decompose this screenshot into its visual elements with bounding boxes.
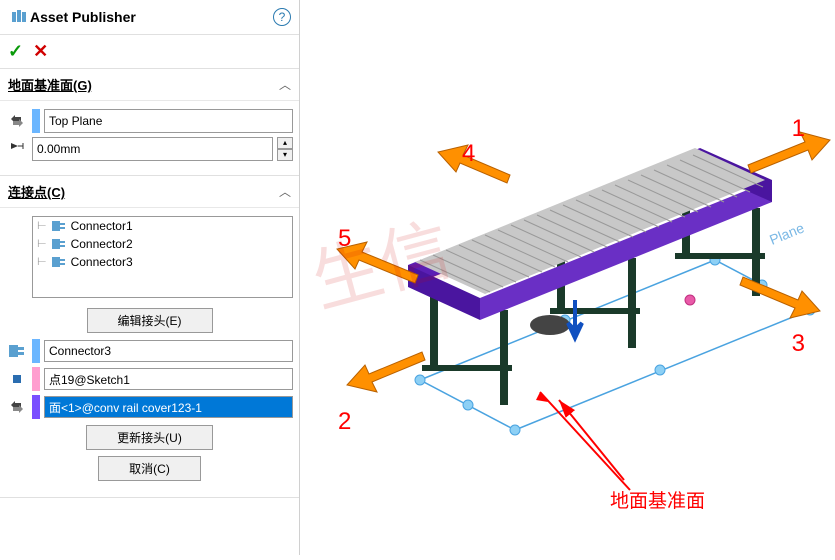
update-connector-button[interactable]: 更新接头(U): [86, 425, 213, 450]
cancel-button[interactable]: ✕: [33, 41, 48, 62]
flip-icon[interactable]: [6, 396, 28, 418]
selected-connector-row: Connector3: [6, 339, 293, 363]
property-panel: Asset Publisher ? ✓ ✕ 地面基准面(G) ︿ ▴▾ 连接点(…: [0, 0, 300, 555]
arrow-label-2: 2: [338, 408, 351, 436]
face-row: 面<1>@conv rail cover123-1: [6, 395, 293, 419]
annotation-arrow: [559, 400, 624, 480]
svg-text:Plane: Plane: [767, 219, 806, 247]
point-input[interactable]: 点19@Sketch1: [44, 368, 293, 390]
list-item[interactable]: ⊢ Connector1: [33, 217, 292, 235]
spinner-down-icon[interactable]: ▾: [277, 149, 293, 161]
connectors-section-title: 连接点(C): [8, 182, 279, 201]
connectors-section-header[interactable]: 连接点(C) ︿: [0, 176, 299, 208]
offset-input[interactable]: [32, 137, 273, 161]
edit-connector-button[interactable]: 编辑接头(E): [87, 308, 213, 333]
ground-section-body: ▴▾: [0, 101, 299, 176]
connector-label: Connector1: [71, 219, 133, 233]
connector-icon: [51, 237, 67, 251]
connector-label: Connector2: [71, 237, 133, 251]
panel-header: Asset Publisher ?: [0, 0, 299, 35]
panel-title: Asset Publisher: [30, 9, 273, 25]
ok-button[interactable]: ✓: [8, 41, 23, 62]
viewport-svg: Plane: [300, 0, 835, 555]
plane-field-row: [6, 109, 293, 133]
plane-color-swatch: [32, 109, 40, 133]
arrow-label-4: 4: [462, 140, 475, 168]
plane-input[interactable]: [44, 109, 293, 133]
flip-icon[interactable]: [6, 110, 28, 132]
chevron-up-icon: ︿: [279, 183, 291, 200]
ground-section-header[interactable]: 地面基准面(G) ︿: [0, 69, 299, 101]
arrow-label-5: 5: [338, 225, 351, 253]
asset-publisher-icon: [8, 6, 30, 28]
face-input[interactable]: 面<1>@conv rail cover123-1: [44, 396, 293, 418]
connector-icon: [6, 340, 28, 362]
confirm-row: ✓ ✕: [0, 35, 299, 69]
connector-icon: [51, 219, 67, 233]
arrow-label-1: 1: [792, 115, 805, 143]
cancel-connector-button[interactable]: 取消(C): [98, 456, 201, 481]
offset-field-row: ▴▾: [6, 137, 293, 161]
point-icon: [6, 368, 28, 390]
point-row: 点19@Sketch1: [6, 367, 293, 391]
list-item[interactable]: ⊢ Connector3: [33, 253, 292, 271]
help-icon[interactable]: ?: [273, 8, 291, 26]
list-item[interactable]: ⊢ Connector2: [33, 235, 292, 253]
connector-list[interactable]: ⊢ Connector1 ⊢ Connector2 ⊢ Connector3: [32, 216, 293, 298]
connectors-section-body: ⊢ Connector1 ⊢ Connector2 ⊢ Connector3 编…: [0, 208, 299, 498]
connector-icon: [51, 255, 67, 269]
ground-annotation: 地面基准面: [610, 486, 705, 513]
connector-label: Connector3: [71, 255, 133, 269]
spinner-up-icon[interactable]: ▴: [277, 137, 293, 149]
selected-connector-input[interactable]: Connector3: [44, 340, 293, 362]
motor: [530, 315, 570, 335]
offset-icon: [6, 138, 28, 160]
3d-viewport[interactable]: 生信 Plane: [300, 0, 835, 555]
chevron-up-icon: ︿: [279, 76, 291, 93]
arrow-label-3: 3: [792, 330, 805, 358]
offset-spinner[interactable]: ▴▾: [277, 137, 293, 161]
ground-section-title: 地面基准面(G): [8, 75, 279, 94]
